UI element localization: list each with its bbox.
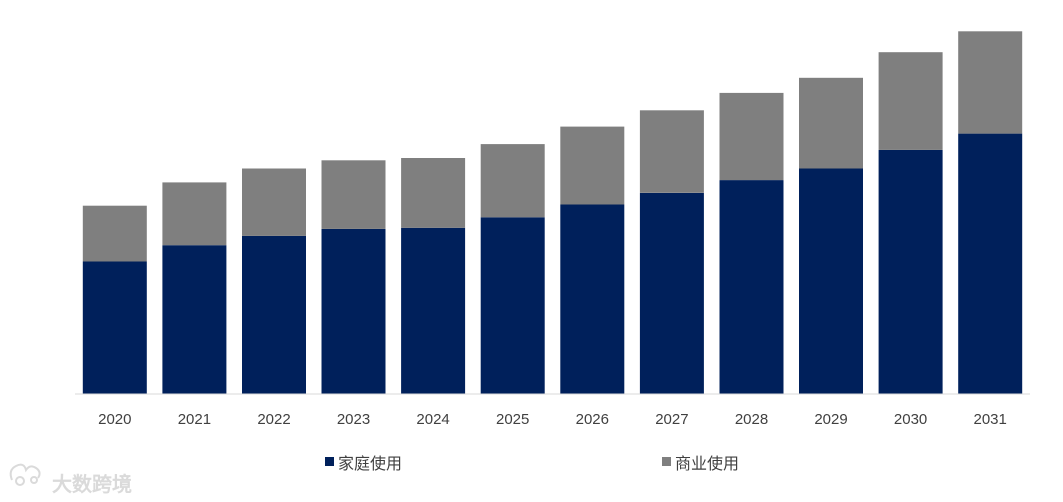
bar-home-2024 xyxy=(401,227,466,394)
x-tick-labels: 2020 2021 2022 2023 2024 2025 2026 2027 2028 2029… xyxy=(98,411,1007,428)
bar-commercial-2023 xyxy=(321,160,386,229)
bar-home-2028 xyxy=(719,180,784,394)
watermark: 大数跨境 xyxy=(9,463,132,496)
bar-home-2020 xyxy=(82,261,147,394)
bar-home-2026 xyxy=(560,204,625,394)
bar-commercial-2031 xyxy=(958,31,1023,134)
bar-commercial-2021 xyxy=(162,182,227,246)
bar-home-2021 xyxy=(162,245,227,394)
bars-group xyxy=(82,31,1023,394)
bar-home-2025 xyxy=(480,217,545,394)
bar-home-2027 xyxy=(639,192,704,394)
legend-label-commercial: 商业使用 xyxy=(675,454,739,473)
bar-commercial-2027 xyxy=(639,110,704,193)
x-tick-label: 2029 xyxy=(814,411,847,428)
x-tick-label: 2020 xyxy=(98,411,131,428)
legend-swatch-home xyxy=(325,457,334,466)
bar-home-2029 xyxy=(799,168,863,394)
x-tick-label: 2028 xyxy=(735,411,768,428)
bar-commercial-2022 xyxy=(242,168,306,236)
x-tick-label: 2022 xyxy=(257,411,290,428)
bar-home-2031 xyxy=(958,133,1023,394)
bar-commercial-2024 xyxy=(401,158,466,228)
watermark-text: 大数跨境 xyxy=(52,472,132,496)
legend-label-home: 家庭使用 xyxy=(338,454,402,473)
x-tick-label: 2021 xyxy=(178,411,211,428)
legend-swatch-commercial xyxy=(662,457,671,466)
bar-home-2022 xyxy=(242,235,306,394)
bar-commercial-2020 xyxy=(82,205,147,262)
bar-commercial-2029 xyxy=(799,77,863,169)
logo-icon xyxy=(9,463,41,486)
bar-home-2023 xyxy=(321,228,386,394)
x-tick-label: 2027 xyxy=(655,411,688,428)
x-tick-label: 2025 xyxy=(496,411,529,428)
x-tick-label: 2031 xyxy=(974,411,1007,428)
x-tick-label: 2026 xyxy=(576,411,609,428)
x-tick-label: 2030 xyxy=(894,411,927,428)
legend: 家庭使用 商业使用 xyxy=(325,454,739,473)
x-tick-label: 2023 xyxy=(337,411,370,428)
bar-commercial-2025 xyxy=(480,144,545,218)
bar-home-2030 xyxy=(878,149,943,394)
bar-commercial-2030 xyxy=(878,52,943,150)
bar-commercial-2026 xyxy=(560,126,625,205)
bar-commercial-2028 xyxy=(719,92,784,181)
x-tick-label: 2024 xyxy=(416,411,449,428)
